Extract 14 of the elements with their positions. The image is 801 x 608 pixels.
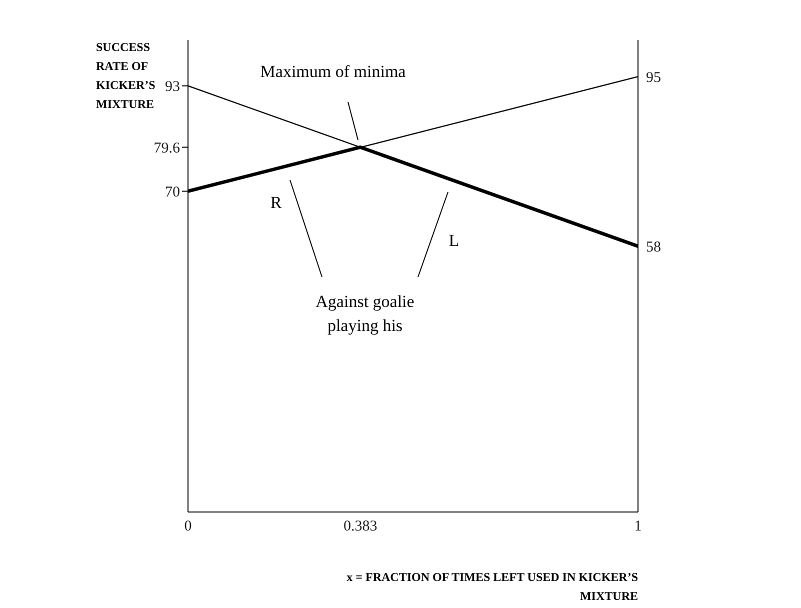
y2-tick-label: 58 (646, 240, 661, 256)
x-axis-title: x = FRACTION OF TIMES LEFT USED IN KICKER’S MIXTURE (346, 569, 638, 605)
annotation: Maximum of minima (259, 61, 407, 83)
text: L (448, 231, 460, 250)
x-tick-label: 1 (634, 518, 642, 535)
y-tick-label: 70 (165, 184, 180, 201)
x-tick-label: 0 (184, 518, 192, 535)
x-tick-label: 0.383 (343, 518, 378, 535)
y-axis-title: SUCCESS RATE OF KICKER’S MIXTURE (96, 40, 156, 111)
y-tick-label: 79.6 (154, 140, 180, 157)
annotation: Against goalie playing his (314, 291, 416, 337)
series-label: R (270, 193, 282, 212)
y2-tick-label: 95 (646, 70, 661, 86)
y-tick-label: 93 (165, 79, 180, 96)
